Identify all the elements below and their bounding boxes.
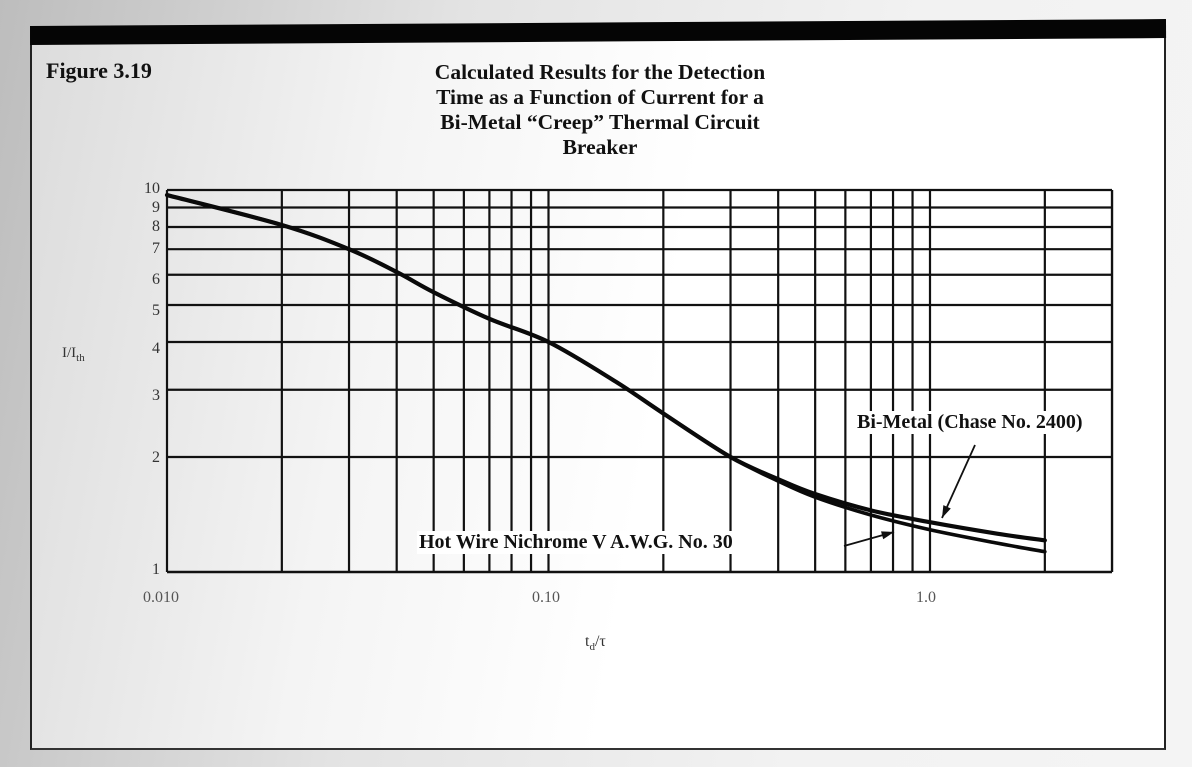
title-line-2: Time as a Function of Current for a	[436, 85, 764, 109]
x-tick-1-0: 1.0	[916, 589, 936, 606]
y-tick-2: 2	[152, 449, 160, 466]
figure-frame	[30, 26, 1166, 750]
x-axis-label: td/τ	[585, 633, 606, 654]
figure-number: Figure 3.19	[46, 58, 152, 83]
y-tick-10: 10	[144, 180, 160, 197]
y-tick-8: 8	[152, 218, 160, 235]
hotwire-curve	[165, 193, 1047, 554]
y-tick-4: 4	[152, 340, 160, 357]
annotation-arrows	[843, 444, 976, 547]
x-tick-0-10: 0.10	[532, 589, 560, 606]
title-line-4: Breaker	[562, 135, 638, 159]
data-curves	[164, 192, 1047, 554]
title-line-3: Bi-Metal “Creep” Thermal Circuit	[440, 110, 760, 134]
y-tick-7: 7	[152, 240, 160, 257]
y-tick-9: 9	[152, 199, 160, 216]
y-tick-6: 6	[152, 271, 160, 288]
hotwire-curve-label: Hot Wire Nichrome V A.W.G. No. 30	[417, 531, 735, 554]
y-tick-1: 1	[152, 561, 160, 578]
title-line-1: Calculated Results for the Detection	[434, 60, 766, 84]
x-tick-0-010: 0.010	[143, 589, 179, 606]
y-tick-5: 5	[152, 302, 160, 319]
grid-lines	[165, 188, 1114, 574]
chart-title: Calculated Results for the Detection Tim…	[380, 60, 820, 160]
y-axis-label: I/Ith	[62, 345, 85, 364]
bimetal-curve-label: Bi-Metal (Chase No. 2400)	[855, 411, 1085, 434]
y-tick-3: 3	[152, 387, 160, 404]
